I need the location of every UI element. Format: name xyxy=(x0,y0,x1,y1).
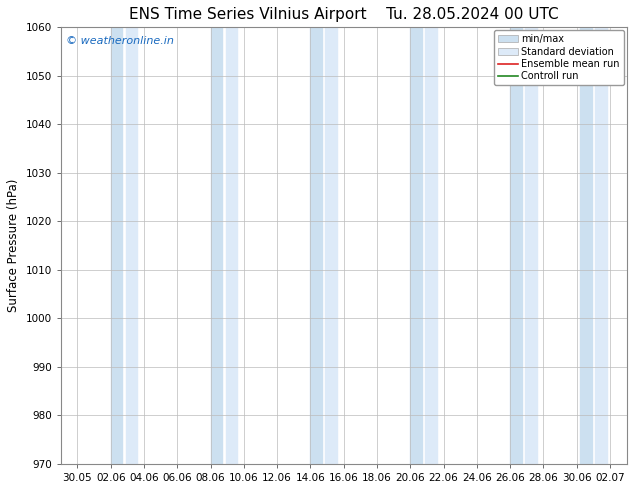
Bar xyxy=(111,27,122,464)
Bar xyxy=(226,27,237,464)
Text: © weatheronline.in: © weatheronline.in xyxy=(67,36,174,46)
Bar xyxy=(425,27,437,464)
Bar xyxy=(525,27,537,464)
Bar xyxy=(311,27,322,464)
Bar xyxy=(510,27,522,464)
Bar xyxy=(595,27,607,464)
Bar xyxy=(325,27,337,464)
Bar xyxy=(210,27,223,464)
Y-axis label: Surface Pressure (hPa): Surface Pressure (hPa) xyxy=(7,179,20,312)
Legend: min/max, Standard deviation, Ensemble mean run, Controll run: min/max, Standard deviation, Ensemble me… xyxy=(494,30,624,85)
Bar xyxy=(580,27,592,464)
Bar xyxy=(410,27,422,464)
Title: ENS Time Series Vilnius Airport    Tu. 28.05.2024 00 UTC: ENS Time Series Vilnius Airport Tu. 28.0… xyxy=(129,7,559,22)
Bar xyxy=(126,27,138,464)
